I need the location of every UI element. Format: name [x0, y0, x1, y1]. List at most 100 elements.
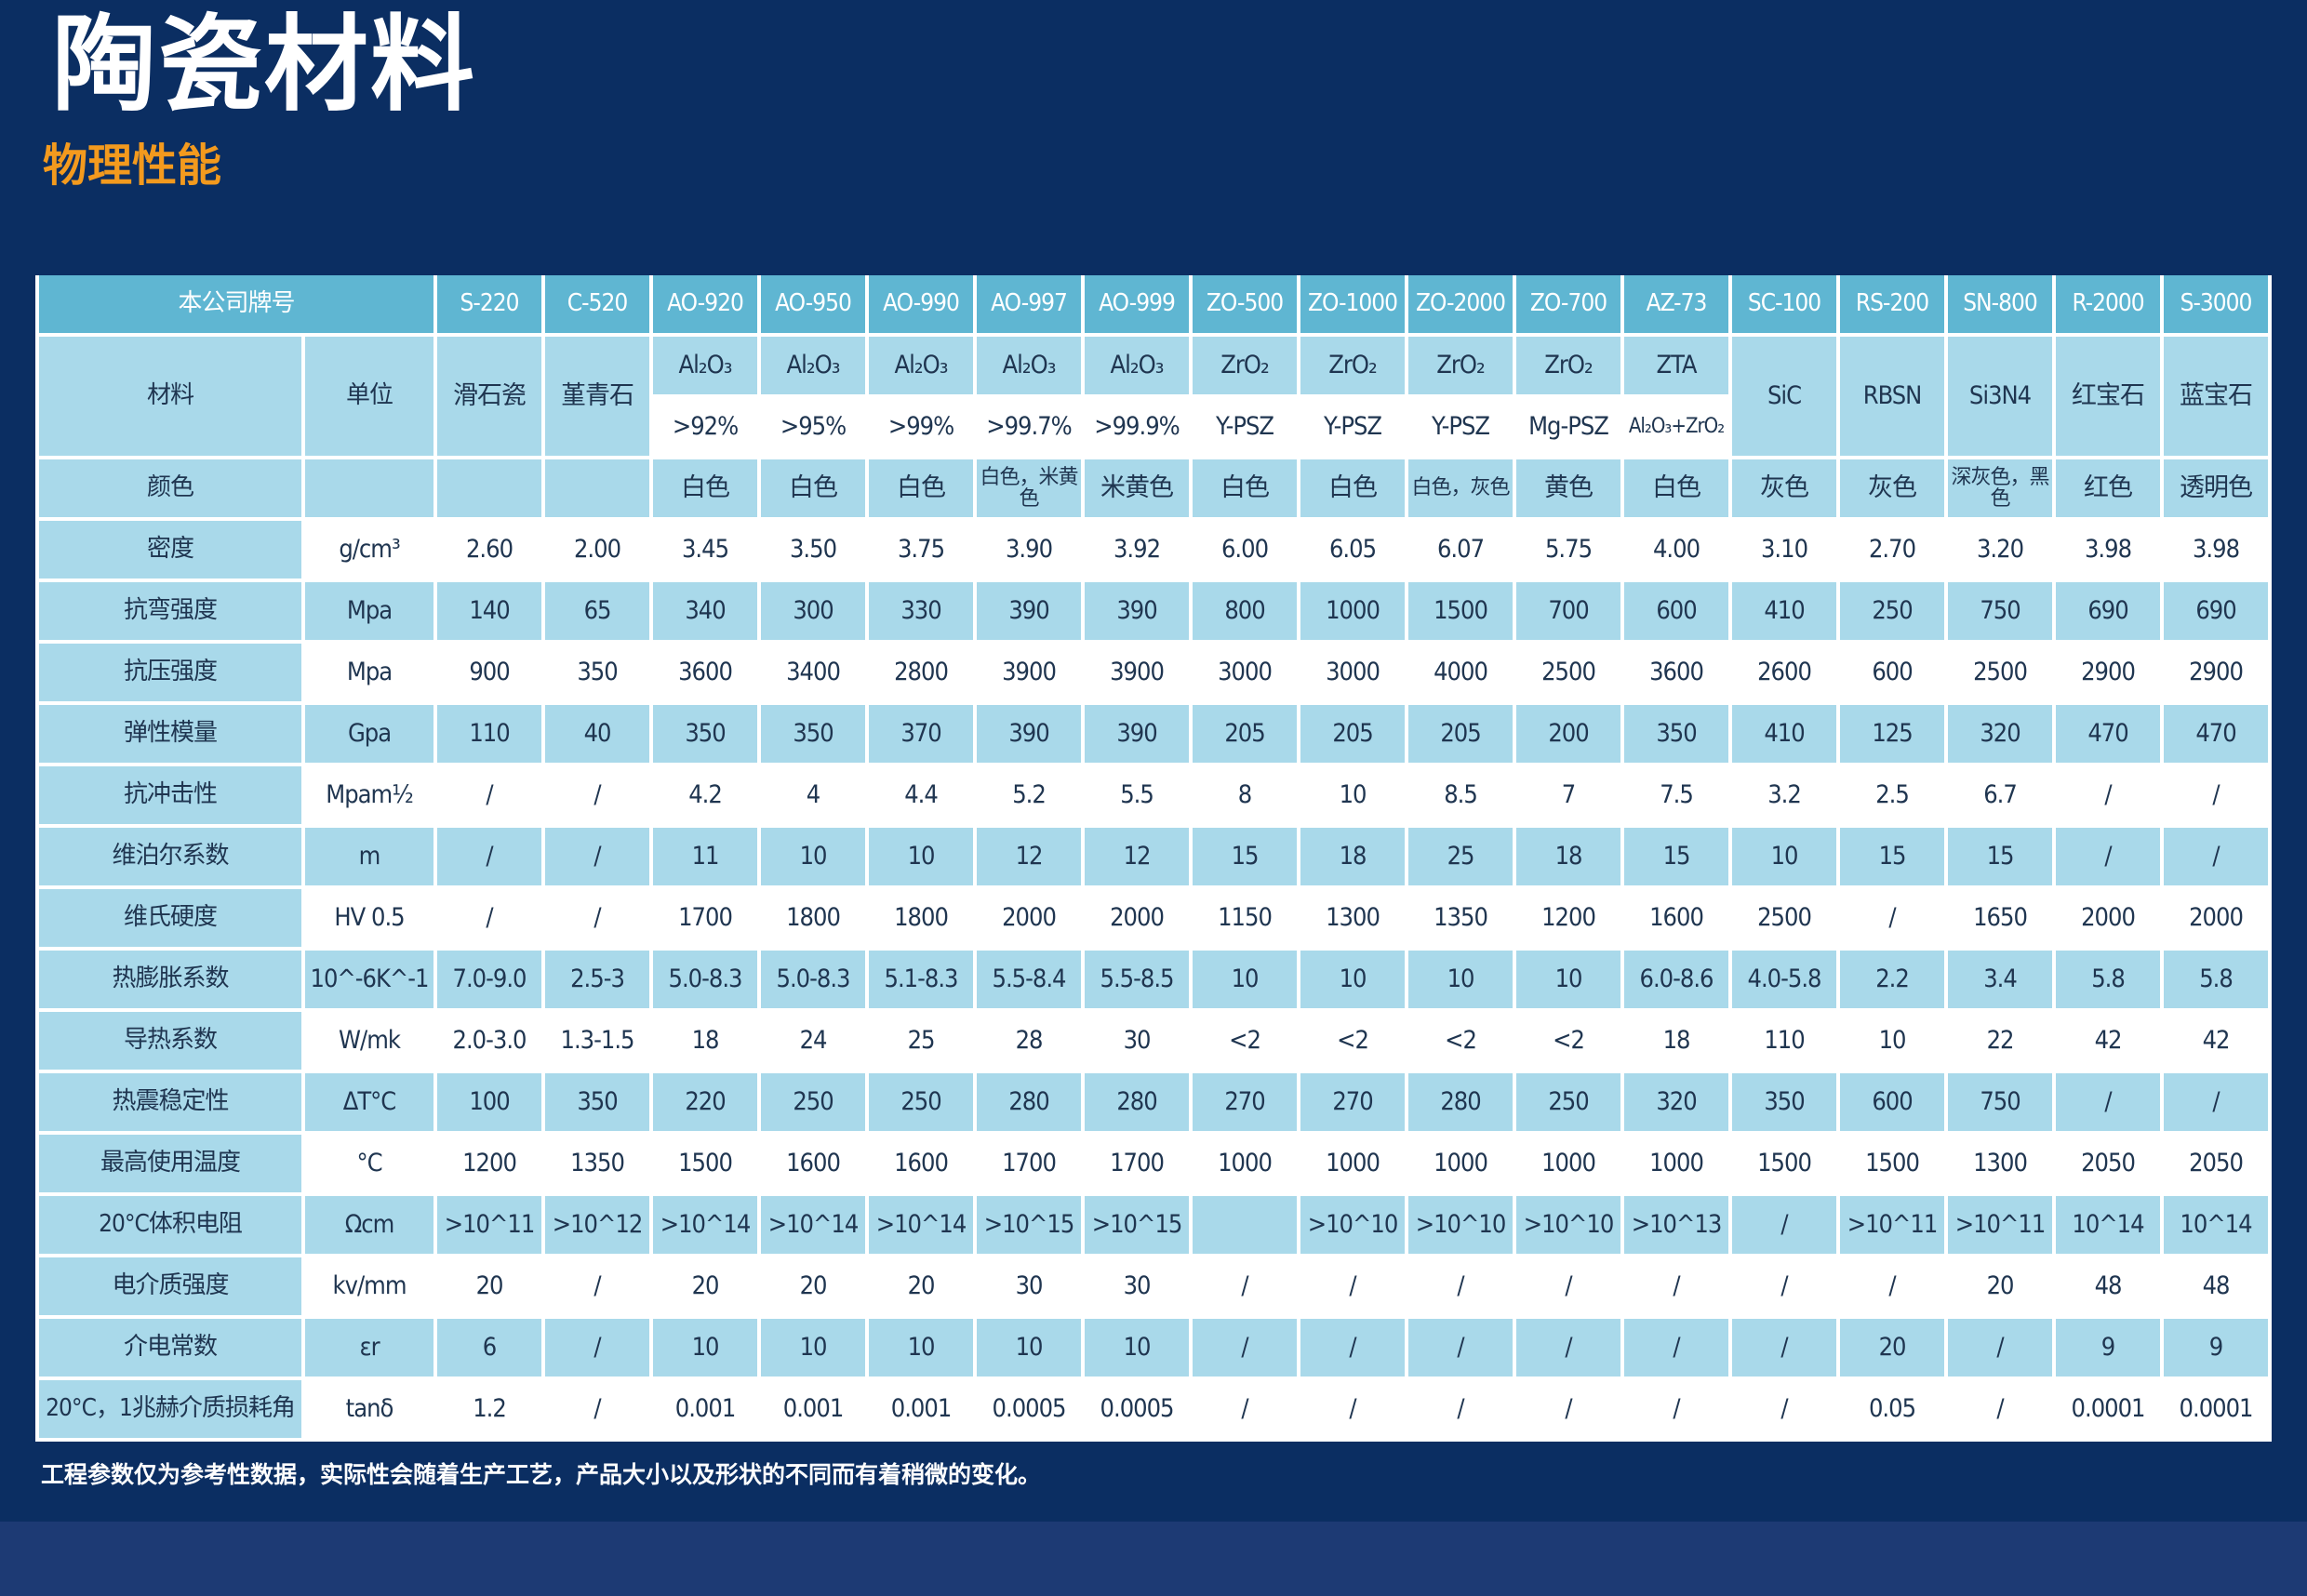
value-cell: 1000 [1189, 1131, 1301, 1196]
material-grade-cell: Al₂O₃+ZrO₂ [1620, 394, 1733, 459]
value-cell: 220 [649, 1070, 762, 1135]
grade-header-cell: S-220 [433, 275, 546, 337]
material-grade-cell: >99.7% [973, 394, 1086, 459]
value-cell: 410 [1728, 579, 1841, 644]
value-cell: 700 [1513, 579, 1625, 644]
value-cell: 0.05 [1836, 1377, 1949, 1442]
value-cell: 390 [1081, 701, 1194, 766]
value-cell: >10^11 [433, 1192, 546, 1257]
unit-cell: tanδ [300, 1377, 438, 1442]
value-cell: 370 [865, 701, 978, 766]
value-cell: 270 [1189, 1070, 1301, 1135]
value-cell: 350 [757, 701, 870, 766]
value-cell: 2.70 [1836, 517, 1949, 582]
value-cell: 15 [1189, 824, 1301, 889]
header-row: 本公司牌号 S-220 C-520 AO-920 AO-950 AO-990 AO-997 A… [34, 275, 2273, 337]
color-value-cell [433, 456, 546, 521]
value-cell: 900 [433, 640, 546, 705]
value-cell: 20 [865, 1254, 978, 1319]
value-cell: / [433, 824, 546, 889]
value-cell: 4.2 [649, 763, 762, 828]
value-cell: 2900 [2160, 640, 2273, 705]
value-cell: 250 [1513, 1070, 1625, 1135]
value-cell: 65 [541, 579, 654, 644]
value-cell: / [1728, 1192, 1841, 1257]
value-cell: 750 [1944, 1070, 2057, 1135]
property-row: 抗弯强度 Mpa 140 65 340 300 330 390 390 800 1000 1500 70… [35, 579, 2273, 644]
row-label-cell: 抗冲击性 [35, 763, 305, 828]
value-cell: 10^14 [2160, 1192, 2273, 1257]
property-row: 热震稳定性 ΔT°C 100 350 220 250 250 280 280 270 270 280 2… [35, 1070, 2273, 1135]
grade-header-cell: R-2000 [2052, 275, 2165, 337]
value-cell: / [1297, 1377, 1409, 1442]
value-cell: 2.0-3.0 [433, 1008, 546, 1073]
value-cell: 9 [2052, 1315, 2165, 1380]
material-cell: SiC [1728, 333, 1841, 459]
color-value-cell: 黄色 [1513, 456, 1625, 521]
property-row: 20°C，1兆赫介质损耗角 tanδ 1.2/0.001 0.001 0.001 0.00… [35, 1377, 2273, 1442]
material-cell: RBSN [1836, 333, 1949, 459]
value-cell: / [2052, 824, 2165, 889]
value-cell: 25 [865, 1008, 978, 1073]
section-subtitle: 物理性能 [43, 140, 222, 192]
grade-header-cell: ZO-1000 [1297, 275, 1409, 337]
value-cell: 2050 [2160, 1131, 2273, 1196]
color-value-cell: 白色 [757, 456, 870, 521]
unit-cell: W/mk [300, 1008, 438, 1073]
value-cell: / [1297, 1315, 1409, 1380]
value-cell: 100 [433, 1070, 546, 1135]
value-cell: / [1189, 1315, 1301, 1380]
value-cell: 5.8 [2052, 947, 2165, 1012]
value-cell: 5.1-8.3 [865, 947, 978, 1012]
properties-table: 本公司牌号 S-220 C-520 AO-920 AO-950 AO-990 AO-997 A… [34, 275, 2273, 1442]
value-cell: / [1405, 1254, 1517, 1319]
grade-header-cell: SN-800 [1944, 275, 2057, 337]
property-row: 维氏硬度 HV 0.5//1700 1800 1800 2000 2000 1150 1300… [35, 885, 2273, 951]
value-cell: 600 [1836, 640, 1949, 705]
row-label-cell: 电介质强度 [35, 1254, 305, 1319]
value-cell: 28 [973, 1008, 1086, 1073]
value-cell: 10 [1836, 1008, 1949, 1073]
unit-cell: Mpa [300, 640, 438, 705]
value-cell: 10 [1081, 1315, 1194, 1380]
value-cell: 3.20 [1944, 517, 2057, 582]
value-cell: 300 [757, 579, 870, 644]
grade-header-cell: AZ-73 [1620, 275, 1733, 337]
row-label-cell: 密度 [35, 517, 305, 582]
value-cell: 18 [1620, 1008, 1733, 1073]
color-value-cell: 白色 [649, 456, 762, 521]
unit-cell: Mpam½ [300, 763, 438, 828]
value-cell: 1500 [649, 1131, 762, 1196]
value-cell: 30 [1081, 1008, 1194, 1073]
material-cell: ZrO₂ [1189, 333, 1301, 398]
value-cell: 350 [1620, 701, 1733, 766]
material-cell: 红宝石 [2052, 333, 2165, 459]
value-cell: 2.5-3 [541, 947, 654, 1012]
property-row: 密度 g/cm³ 2.60 2.00 3.45 3.50 3.75 3.90 3.92 6.00 6… [35, 517, 2273, 582]
unit-cell: ΔT°C [300, 1070, 438, 1135]
value-cell: 1800 [865, 885, 978, 951]
value-cell: 470 [2052, 701, 2165, 766]
value-cell: 10 [973, 1315, 1086, 1380]
value-cell: 4 [757, 763, 870, 828]
row-label-cell: 抗弯强度 [35, 579, 305, 644]
row-label-cell: 维泊尔系数 [35, 824, 305, 889]
value-cell: 1700 [973, 1131, 1086, 1196]
value-cell: 125 [1836, 701, 1949, 766]
value-cell: 470 [2160, 701, 2273, 766]
value-cell: 1600 [757, 1131, 870, 1196]
value-cell: 690 [2052, 579, 2165, 644]
grade-header-cell: ZO-2000 [1405, 275, 1517, 337]
material-cell: 蓝宝石 [2160, 333, 2273, 459]
value-cell: 1000 [1513, 1131, 1625, 1196]
material-grade-cell: >99.9% [1081, 394, 1194, 459]
value-cell: 10 [1513, 947, 1625, 1012]
grade-header-cell: AO-999 [1081, 275, 1194, 337]
value-cell: 350 [649, 701, 762, 766]
value-cell: 350 [1728, 1070, 1841, 1135]
value-cell: 340 [649, 579, 762, 644]
value-cell: / [1728, 1254, 1841, 1319]
value-cell: 205 [1405, 701, 1517, 766]
value-cell: 3.4 [1944, 947, 2057, 1012]
value-cell: 5.2 [973, 763, 1086, 828]
